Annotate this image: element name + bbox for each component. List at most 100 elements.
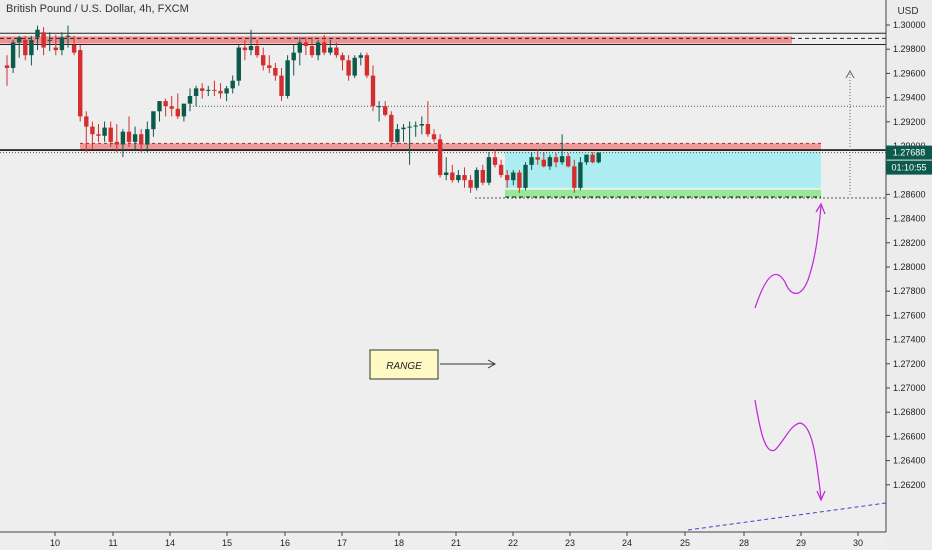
candle-body [535,157,540,160]
countdown-text: 01:10:55 [891,163,926,173]
candle-body [261,55,266,66]
candle-body [242,47,248,51]
candle-body [193,88,199,96]
range-label-box [369,349,439,380]
projection-up-path [754,205,822,309]
candle-body [596,152,601,163]
candle-body [267,65,272,68]
candle-body [78,50,83,117]
candle-body [309,46,315,56]
candle-body [431,134,437,140]
top-resistance-zone [0,36,792,44]
target-arrowhead [845,69,855,79]
time-tick-label: 28 [739,538,749,548]
candle-body [4,65,10,68]
candle-body [175,108,180,117]
candle-body [145,129,150,145]
time-tick-label: 15 [222,538,232,548]
candle-body [498,164,504,176]
candle-body [383,106,388,115]
candle-body [474,169,479,188]
candle-body [102,127,107,136]
time-tick-label: 17 [337,538,347,548]
candle-body [71,45,77,53]
price-tick-label: 1.26200 [893,480,926,490]
candle-body [163,101,168,107]
candle-body [297,42,302,53]
candle-body [96,134,101,136]
candle-body [114,141,119,145]
time-tick-label: 18 [394,538,404,548]
time-tick-label: 25 [680,538,690,548]
candle-body [35,29,40,38]
time-tick-label: 16 [280,538,290,548]
time-tick-label: 11 [108,538,117,548]
candle-body [212,89,217,91]
price-axis-panel [886,0,932,550]
candle-body [126,131,132,142]
trendline [687,502,887,531]
candle-body [303,42,309,47]
candle-body [59,37,65,51]
time-tick-label: 22 [508,538,518,548]
candle-body [352,57,357,76]
time-tick-label: 30 [853,538,863,548]
price-tick-label: 1.26400 [893,456,926,466]
candle-body [547,157,553,167]
candle-body [541,159,546,167]
candle-body [566,156,571,167]
price-tick-label: 1.29600 [893,68,926,78]
candle-body [23,39,28,56]
candle-body [224,88,229,94]
last-price-text: 1.27688 [893,148,926,158]
projection-down-path [754,399,822,499]
candle-body [120,131,126,145]
candle-body [10,42,16,68]
candle-body [157,101,162,112]
support-zone [505,189,821,197]
candle-body [450,172,455,181]
candle-body [517,172,522,188]
candle-body [53,47,58,51]
candle-body [340,55,345,61]
candle-body [511,172,516,181]
candle-body [285,60,290,96]
candle-body [364,55,370,76]
candle-body [230,80,235,89]
price-tick-label: 1.27800 [893,286,926,296]
candle-body [486,157,492,183]
price-tick-label: 1.30000 [893,20,926,30]
range-label-text: RANGE [386,361,422,372]
candle-body [401,127,406,130]
candle-body [47,39,52,41]
price-tick-label: 1.26600 [893,431,926,441]
price-tick-label: 1.28600 [893,189,926,199]
time-tick-label: 23 [565,538,575,548]
candle-body [529,157,534,165]
candle-body [553,157,559,163]
range-arrow-head [487,359,497,369]
candle-body [456,175,461,181]
candle-body [584,154,589,163]
candle-body [248,46,254,51]
last-price-badge [886,145,932,160]
price-tick-label: 1.28200 [893,238,926,248]
candle-body [358,55,363,58]
candle-body [462,175,467,181]
price-tick-label: 1.27400 [893,335,926,345]
candle-body [407,126,412,128]
candle-body [437,139,443,176]
candle-body [572,166,577,188]
currency-label[interactable]: USD [897,6,919,17]
mid-resistance-zone [80,143,821,152]
candle-body [425,124,431,135]
candle-body [218,90,223,94]
candle-body [480,169,485,183]
price-tick-label: 1.27000 [893,383,926,393]
price-tick-label: 1.26800 [893,407,926,417]
chart-title: British Pound / U.S. Dollar, 4h, FXCM [3,3,192,15]
candle-body [395,129,400,142]
candle-body [206,89,211,91]
